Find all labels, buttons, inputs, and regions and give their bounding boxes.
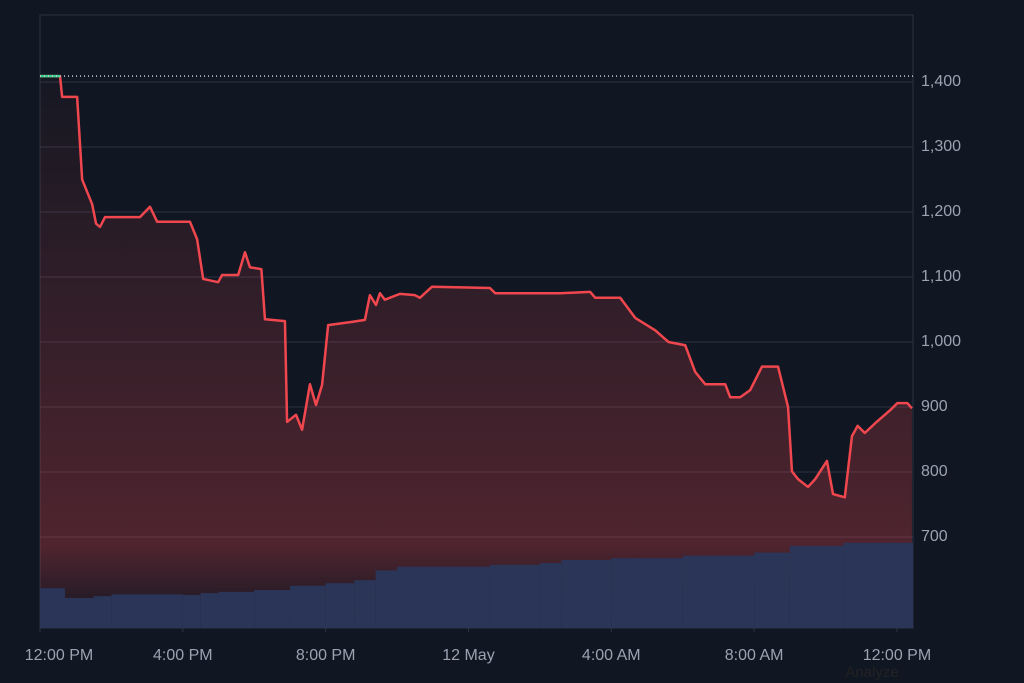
x-tick-label: 8:00 PM [296, 647, 356, 664]
volume-bar [40, 588, 65, 628]
volume-bar [289, 585, 326, 628]
x-tick-label: 4:00 AM [582, 647, 641, 664]
volume-bar [843, 542, 913, 628]
analyze-button[interactable]: Analyze [845, 664, 898, 681]
x-tick-label: 4:00 PM [153, 647, 213, 664]
x-tick-label: 12:00 PM [25, 647, 93, 664]
volume-bar [754, 552, 790, 628]
volume-bar [539, 563, 562, 628]
volume-bar [182, 594, 201, 628]
volume-bar [254, 589, 290, 628]
volume-bar [200, 593, 219, 628]
volume-bar [789, 545, 844, 628]
x-tick-label: 12:00 PM [863, 647, 931, 664]
volume-bar [111, 594, 183, 628]
volume-bar [325, 583, 355, 628]
area [40, 76, 912, 628]
x-tick-label: 8:00 AM [725, 647, 784, 664]
price-line [40, 74, 913, 499]
volume-bar [397, 566, 490, 628]
volume-bar [611, 558, 683, 628]
volume-bar [682, 555, 755, 628]
y-tick-label: 800 [921, 463, 948, 480]
volume-bar [354, 580, 376, 628]
y-tick-label: 1,200 [921, 203, 961, 220]
volume-bar [561, 559, 612, 628]
y-tick-label: 1,000 [921, 333, 961, 350]
x-tick-label: 12 May [442, 647, 494, 664]
volume-bar [64, 597, 94, 628]
y-tick-label: 700 [921, 528, 948, 545]
volume-bar [375, 570, 398, 628]
y-tick-label: 1,100 [921, 268, 961, 285]
volume-bar [93, 596, 112, 628]
volume-bar [218, 591, 255, 628]
y-tick-label: 1,300 [921, 138, 961, 155]
y-tick-label: 1,400 [921, 73, 961, 90]
volume-bar [489, 564, 540, 628]
y-tick-label: 900 [921, 398, 948, 415]
